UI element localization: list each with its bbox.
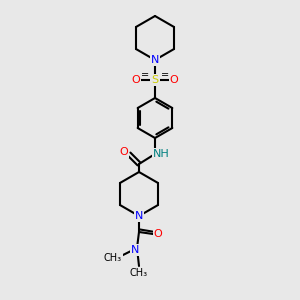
Text: N: N: [131, 245, 139, 255]
Text: O: O: [154, 229, 162, 239]
Text: =: =: [141, 70, 149, 80]
Text: O: O: [169, 75, 178, 85]
Text: O: O: [120, 147, 128, 157]
Text: S: S: [152, 75, 159, 85]
Text: O: O: [132, 75, 140, 85]
Text: N: N: [151, 55, 159, 65]
Text: NH: NH: [153, 149, 169, 159]
Text: =: =: [161, 70, 169, 80]
Text: CH₃: CH₃: [104, 253, 122, 263]
Text: CH₃: CH₃: [130, 268, 148, 278]
Text: N: N: [135, 211, 143, 221]
